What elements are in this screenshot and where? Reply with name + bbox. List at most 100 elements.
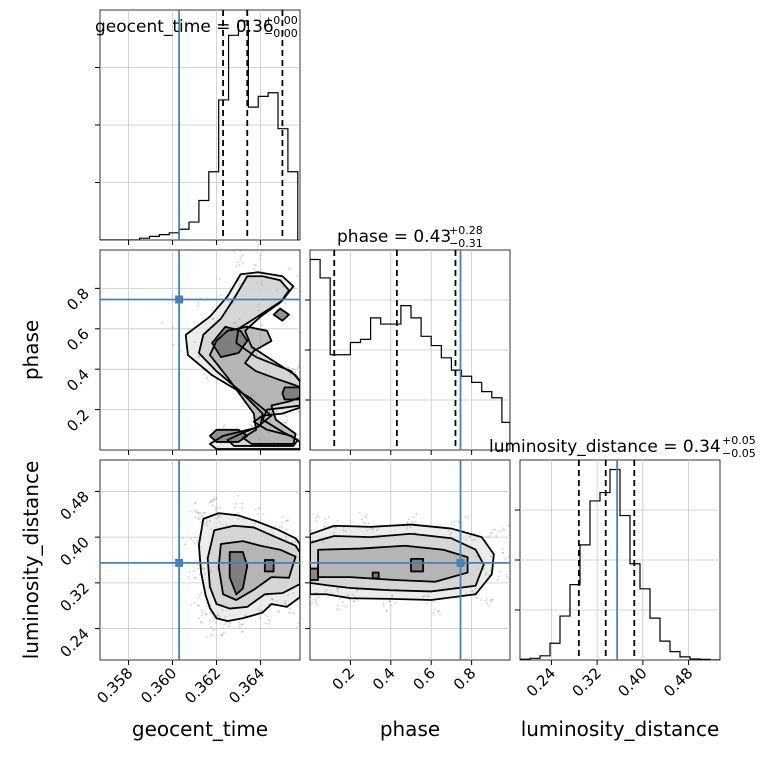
sample-point bbox=[382, 602, 385, 605]
sample-point bbox=[255, 353, 258, 356]
sample-point bbox=[296, 455, 298, 457]
sample-point bbox=[218, 514, 221, 517]
sample-point bbox=[286, 366, 289, 369]
sample-point bbox=[325, 588, 328, 591]
sample-point bbox=[212, 317, 215, 320]
sample-point bbox=[515, 549, 517, 551]
sample-point bbox=[289, 267, 292, 270]
sample-point bbox=[437, 610, 440, 613]
sample-point bbox=[261, 250, 264, 253]
sample-point bbox=[495, 534, 498, 537]
sample-point bbox=[250, 420, 253, 423]
sample-point bbox=[257, 309, 260, 312]
sample-point bbox=[469, 534, 472, 537]
sample-point bbox=[198, 604, 201, 607]
sample-point bbox=[311, 602, 314, 605]
sample-point bbox=[304, 603, 306, 605]
sample-point bbox=[297, 410, 300, 413]
sample-point bbox=[192, 569, 195, 572]
histogram-luminosity_distance bbox=[520, 468, 720, 660]
sample-point bbox=[192, 540, 195, 543]
sample-point bbox=[194, 536, 197, 539]
sample-point bbox=[187, 328, 190, 331]
sample-point bbox=[234, 321, 237, 324]
sample-point bbox=[223, 424, 226, 427]
density-region bbox=[264, 560, 274, 572]
sample-point bbox=[238, 264, 241, 267]
sample-point bbox=[259, 253, 262, 256]
sample-point bbox=[196, 603, 199, 606]
x-tick-label: 0.32 bbox=[569, 664, 605, 700]
sample-point bbox=[371, 527, 374, 530]
sample-point bbox=[413, 516, 416, 519]
sample-point bbox=[284, 538, 287, 541]
sample-point bbox=[324, 518, 327, 521]
sample-point bbox=[301, 373, 303, 375]
sample-point bbox=[341, 601, 344, 604]
sample-point bbox=[240, 453, 242, 455]
sample-point bbox=[260, 283, 263, 286]
sample-point bbox=[236, 243, 238, 245]
sample-point bbox=[488, 604, 491, 607]
sample-point bbox=[214, 507, 217, 510]
sample-point bbox=[198, 515, 201, 518]
sample-point bbox=[256, 513, 259, 516]
sample-point bbox=[475, 555, 478, 558]
sample-point bbox=[302, 383, 304, 385]
sample-point bbox=[346, 605, 349, 608]
sample-point bbox=[249, 394, 252, 397]
sample-point bbox=[258, 616, 261, 619]
sample-point bbox=[316, 514, 319, 517]
y-tick-label: 0.2 bbox=[63, 406, 93, 436]
sample-point bbox=[310, 454, 312, 456]
sample-point bbox=[306, 456, 308, 458]
sample-point bbox=[484, 535, 487, 538]
sample-point bbox=[474, 587, 477, 590]
sample-point bbox=[252, 394, 255, 397]
sample-point bbox=[268, 420, 271, 423]
sample-point bbox=[225, 621, 228, 624]
contour-level bbox=[198, 512, 300, 623]
y-tick-label: 0.32 bbox=[56, 579, 92, 615]
sample-point bbox=[160, 321, 163, 324]
contour-level bbox=[317, 544, 469, 583]
sample-point bbox=[264, 622, 267, 625]
sample-point bbox=[281, 515, 284, 518]
sample-point bbox=[324, 589, 327, 592]
sample-point bbox=[202, 511, 205, 514]
sample-point bbox=[437, 610, 440, 613]
sample-point bbox=[406, 521, 409, 524]
contour-level bbox=[217, 540, 297, 601]
title-phase: phase = 0.43 bbox=[337, 227, 451, 247]
sample-point bbox=[281, 525, 284, 528]
sample-point bbox=[210, 570, 213, 573]
sample-point bbox=[353, 600, 356, 603]
sample-point bbox=[492, 528, 495, 531]
sample-point bbox=[301, 446, 303, 448]
sample-point bbox=[289, 373, 292, 376]
sample-point bbox=[287, 611, 290, 614]
sample-point bbox=[206, 613, 209, 616]
sample-point bbox=[450, 531, 453, 534]
y-tick-label: 0.24 bbox=[56, 625, 92, 661]
sample-point bbox=[204, 523, 207, 526]
sample-point bbox=[315, 520, 318, 523]
sample-point bbox=[285, 519, 288, 522]
sample-point bbox=[468, 536, 471, 539]
sample-point bbox=[296, 275, 299, 278]
sample-point bbox=[206, 524, 209, 527]
sample-point bbox=[181, 536, 184, 539]
y-tick-label: 0.6 bbox=[63, 325, 93, 355]
sample-point bbox=[343, 605, 346, 608]
sample-point bbox=[206, 377, 209, 380]
sample-point bbox=[504, 557, 507, 560]
sample-point bbox=[322, 541, 325, 544]
sample-point bbox=[200, 515, 203, 518]
histogram-phase bbox=[310, 258, 510, 450]
sample-point bbox=[217, 614, 220, 617]
sample-point bbox=[348, 598, 351, 601]
sample-point bbox=[220, 442, 223, 445]
sample-point bbox=[238, 621, 241, 624]
sample-point bbox=[306, 598, 308, 600]
